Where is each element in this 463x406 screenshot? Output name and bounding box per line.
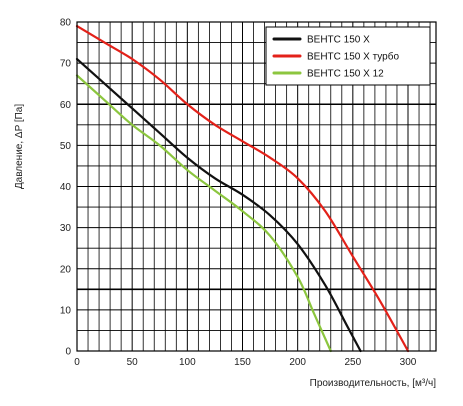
series-line-3 bbox=[75, 74, 332, 353]
plot-border bbox=[76, 21, 437, 352]
legend-label-3: ВЕНТС 150 Х 12 bbox=[307, 69, 384, 80]
x-tick-label: 250 bbox=[344, 357, 361, 368]
y-tick-label: 20 bbox=[60, 264, 72, 275]
y-tick-label: 0 bbox=[65, 347, 71, 358]
y-tick-labels: 0 10 20 30 40 50 60 70 80 bbox=[60, 18, 72, 358]
plot-frame bbox=[76, 21, 437, 352]
legend-label-2: ВЕНТС 150 Х турбо bbox=[307, 51, 399, 63]
y-tick-label: 40 bbox=[60, 182, 72, 193]
legend-label-1: ВЕНТС 150 Х bbox=[307, 35, 370, 46]
x-tick-label: 150 bbox=[234, 357, 251, 368]
y-tick-label: 80 bbox=[60, 18, 72, 29]
x-tick-labels: 0 50 100 150 200 250 300 bbox=[74, 357, 417, 368]
y-tick-label: 60 bbox=[60, 100, 72, 111]
series-line-1 bbox=[75, 57, 362, 353]
y-tick-label: 30 bbox=[60, 223, 72, 234]
series-line-2 bbox=[75, 25, 410, 353]
y-tick-label: 70 bbox=[60, 59, 72, 70]
y-axis-label: Давление, ΔP [Па] bbox=[14, 104, 25, 190]
x-tick-label: 200 bbox=[289, 357, 306, 368]
y-tick-label: 10 bbox=[60, 305, 72, 316]
x-tick-label: 0 bbox=[74, 357, 80, 368]
curves bbox=[75, 25, 410, 353]
x-tick-label: 100 bbox=[179, 357, 196, 368]
legend: ВЕНТС 150 Х ВЕНТС 150 Х турбо ВЕНТС 150 Х … bbox=[265, 26, 431, 86]
x-tick-label: 50 bbox=[127, 357, 139, 368]
x-tick-label: 300 bbox=[400, 357, 417, 368]
x-axis-label: Производительность, [м³/ч] bbox=[310, 378, 437, 389]
y-tick-label: 50 bbox=[60, 141, 72, 152]
